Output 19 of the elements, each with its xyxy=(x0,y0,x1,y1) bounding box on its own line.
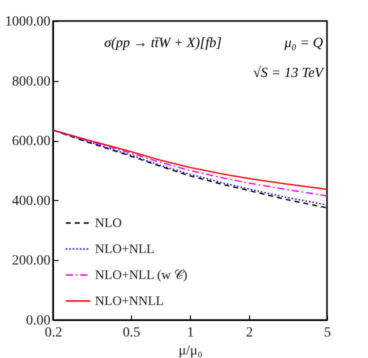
y-tick-label: 600.00 xyxy=(12,134,50,150)
y-tick-label: 400.00 xyxy=(12,194,50,209)
legend-label: NLO+NLL (w 𝒞) xyxy=(95,267,188,282)
legend-label: NLO xyxy=(95,215,122,230)
annotation: μ₀ = Q xyxy=(284,36,323,51)
x-tick-label: 1 xyxy=(187,326,194,340)
legend-label: NLO+NLL xyxy=(95,241,154,256)
x-tick-label: 0.2 xyxy=(44,326,62,340)
x-tick-label: 2 xyxy=(246,326,254,340)
y-tick-label: 1000.00 xyxy=(5,14,50,30)
x-tick-label: 0.5 xyxy=(122,326,140,340)
y-tick-label: 0.00 xyxy=(26,314,50,328)
y-tick-label: 200.00 xyxy=(12,254,50,269)
x-axis-title: μ/μ₀ xyxy=(178,344,203,358)
y-tick-label: 800.00 xyxy=(12,74,50,90)
annotation: σ(pp → tt̄W + X)[fb] xyxy=(104,36,222,51)
legend-label: NLO+NNLL xyxy=(95,293,164,308)
annotation: √S = 13 TeV xyxy=(253,65,324,81)
x-tick-label: 5 xyxy=(324,326,331,340)
